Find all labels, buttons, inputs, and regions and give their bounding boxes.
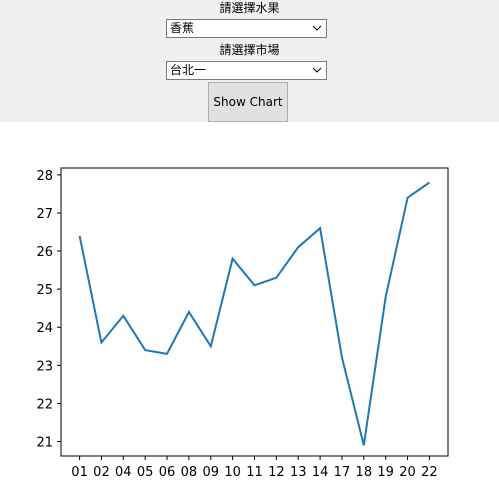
x-tick-label: 12 [268,465,285,480]
x-tick-label: 05 [137,465,154,480]
y-tick-label: 27 [36,207,53,222]
y-tick-label: 24 [36,321,53,336]
line-chart: 21 22 23 24 25 26 27 28 01 02 04 05 06 08 09 10 11 12 13 1… [0,122,499,499]
x-tick-label: 13 [290,465,307,480]
chevron-down-icon [312,63,322,77]
x-tick-label: 10 [224,465,241,480]
y-tick-label: 21 [36,436,53,451]
x-tick-label: 17 [334,465,351,480]
x-tick-label: 18 [356,465,373,480]
x-axis: 01 02 04 05 06 08 09 10 11 12 13 14 17 18 19 20 22 [71,456,437,480]
x-tick-label: 08 [181,465,198,480]
fruit-select-value: 香蕉 [170,21,194,35]
plot-area [61,168,448,456]
market-label: 請選擇市場 [0,43,499,57]
control-panel: 請選擇水果 香蕉 請選擇市場 台北一 Show Chart [0,0,499,122]
y-tick-label: 25 [36,283,53,298]
y-tick-label: 22 [36,397,53,412]
x-tick-label: 14 [312,465,329,480]
market-select-value: 台北一 [170,63,206,77]
fruit-select[interactable]: 香蕉 [166,19,327,38]
show-chart-button[interactable]: Show Chart [208,82,288,122]
x-tick-label: 20 [399,465,416,480]
y-tick-label: 23 [36,359,53,374]
y-tick-label: 26 [36,245,53,260]
x-tick-label: 11 [246,465,263,480]
x-tick-label: 02 [93,465,110,480]
x-tick-label: 09 [202,465,219,480]
x-tick-label: 19 [377,465,394,480]
y-tick-label: 28 [36,169,53,184]
x-tick-label: 01 [71,465,88,480]
x-tick-label: 06 [159,465,176,480]
x-tick-label: 22 [421,465,438,480]
market-select[interactable]: 台北一 [166,61,327,80]
chevron-down-icon [312,21,322,35]
x-tick-label: 04 [115,465,132,480]
y-axis: 21 22 23 24 25 26 27 28 [36,169,61,451]
series-line [80,183,430,446]
fruit-label: 請選擇水果 [0,1,499,15]
